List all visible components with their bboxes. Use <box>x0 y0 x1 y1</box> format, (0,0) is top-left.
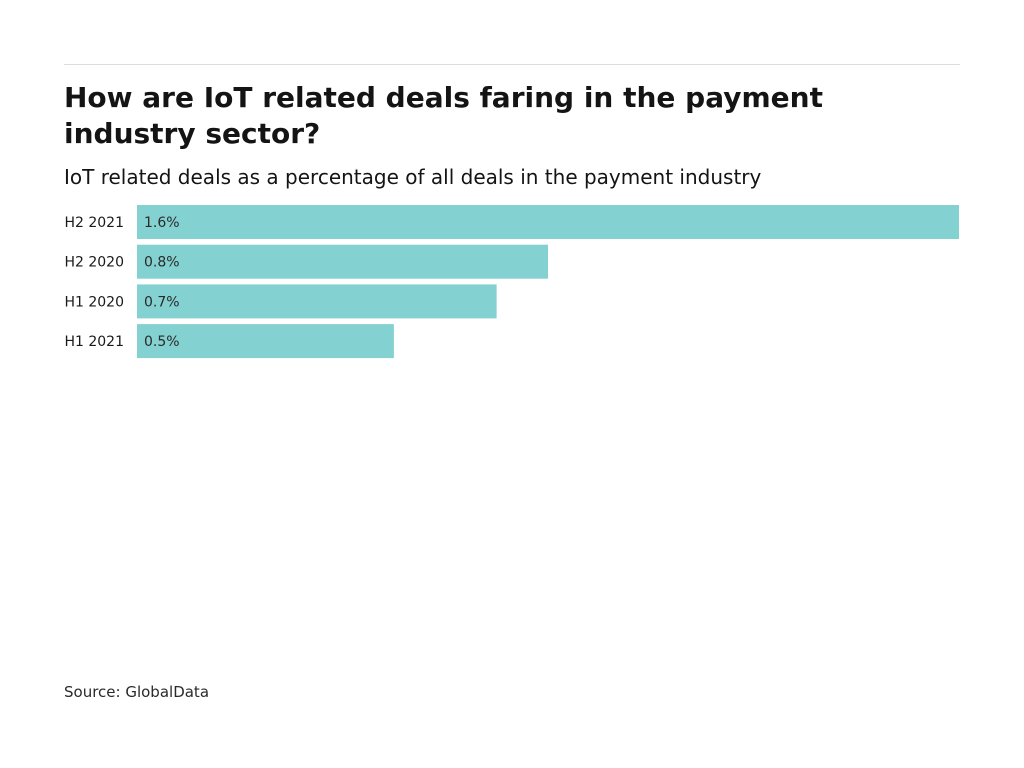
chart-subtitle: IoT related deals as a percentage of all… <box>64 165 762 189</box>
bar-h1-2020 <box>137 284 497 319</box>
value-label: 1.6% <box>144 215 180 231</box>
category-label: H1 2020 <box>64 294 124 310</box>
top-divider <box>64 64 960 65</box>
bar-h2-2021 <box>137 205 959 239</box>
category-label: H2 2020 <box>64 255 124 271</box>
source-note: Source: GlobalData <box>64 683 210 701</box>
bar-h1-2021 <box>137 324 394 359</box>
category-label: H1 2021 <box>64 334 124 350</box>
chart-title: How are IoT related deals faring in the … <box>64 81 823 150</box>
category-label: H2 2021 <box>64 215 124 231</box>
value-label: 0.5% <box>144 334 180 350</box>
value-label: 0.8% <box>144 255 180 271</box>
bar-h2-2020 <box>137 244 548 279</box>
value-label: 0.7% <box>144 294 180 310</box>
